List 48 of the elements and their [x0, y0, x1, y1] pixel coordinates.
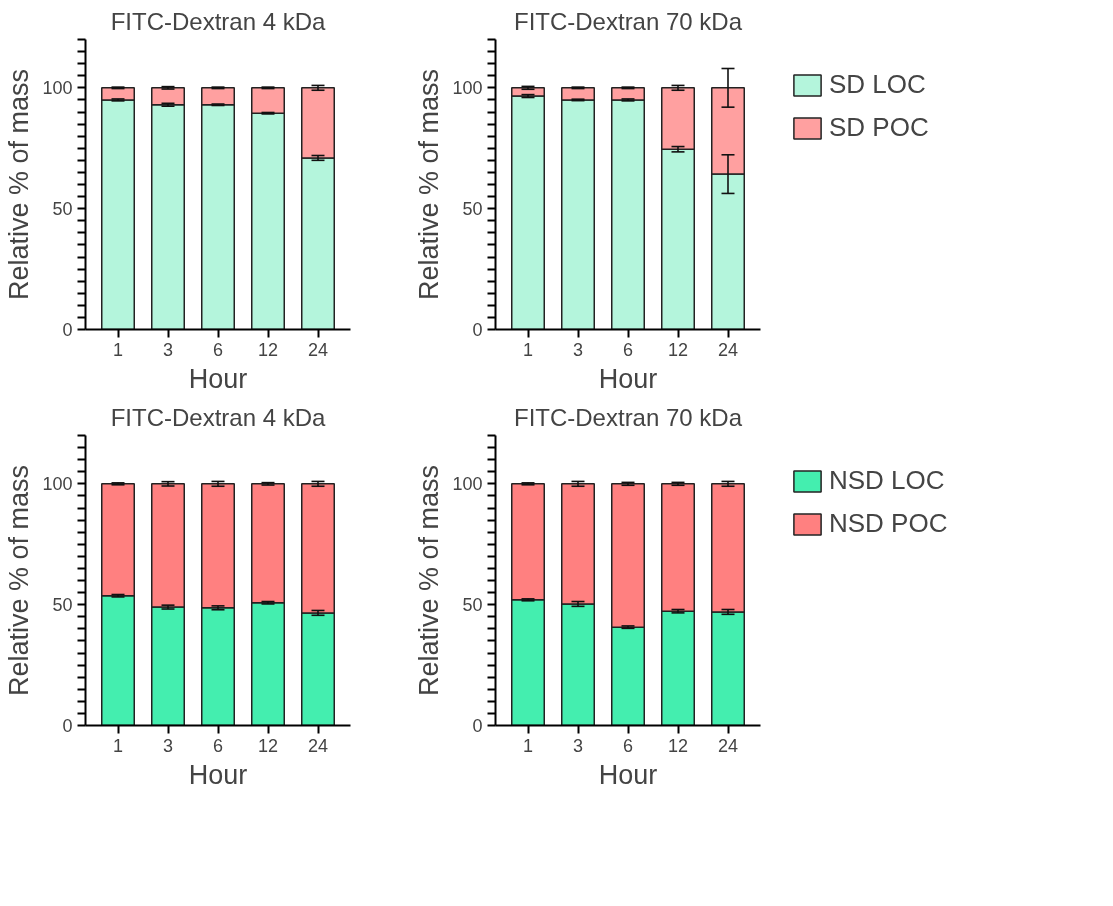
x-tick-label: 6	[622, 339, 634, 360]
x-tick-label: 6	[622, 735, 634, 756]
x-tick-label: 1	[112, 339, 124, 360]
y-tick-label: 50	[52, 199, 73, 220]
y-tick-label: 0	[62, 716, 73, 736]
x-tick-label: 24	[717, 339, 739, 360]
y-tick-label: 100	[452, 474, 483, 495]
y-tick-label: 0	[472, 320, 483, 340]
legend-label: NSD LOC	[829, 465, 945, 496]
chart-title: FITC-Dextran 70 kDa	[513, 403, 743, 431]
legend-label: SD POC	[829, 112, 929, 143]
y-tick-label: 100	[42, 474, 73, 495]
y-tick-label: 50	[52, 595, 73, 616]
y-axis-title: Relative % of mass	[4, 464, 35, 697]
x-tick-label: 12	[667, 339, 689, 360]
x-tick-label: 1	[112, 735, 124, 756]
legend-label: NSD POC	[829, 508, 948, 539]
x-tick-label: 12	[257, 735, 279, 756]
y-tick-label: 100	[452, 78, 483, 99]
x-tick-label: 12	[667, 735, 689, 756]
chart-title: FITC-Dextran 4 kDa	[110, 7, 327, 35]
x-tick-label: 24	[717, 735, 739, 756]
x-tick-label: 3	[572, 735, 584, 756]
x-tick-label: 24	[307, 735, 329, 756]
y-tick-label: 0	[472, 716, 483, 736]
x-tick-label: 6	[212, 339, 224, 360]
y-axis-title: Relative % of mass	[414, 464, 445, 697]
y-axis-title: Relative % of mass	[4, 68, 35, 301]
x-axis-title: Hour	[598, 363, 658, 394]
x-tick-label: 6	[212, 735, 224, 756]
x-tick-label: 24	[307, 339, 329, 360]
x-tick-label: 3	[162, 339, 174, 360]
y-tick-label: 0	[62, 320, 73, 340]
x-tick-label: 3	[162, 735, 174, 756]
x-axis-title: Hour	[598, 759, 658, 790]
x-tick-label: 3	[572, 339, 584, 360]
legend-label: SD LOC	[829, 69, 926, 100]
x-tick-label: 1	[522, 339, 534, 360]
x-axis-title: Hour	[188, 759, 248, 790]
chart-title: FITC-Dextran 4 kDa	[110, 403, 327, 431]
y-tick-label: 50	[462, 199, 483, 220]
x-tick-label: 1	[522, 735, 534, 756]
chart-title: FITC-Dextran 70 kDa	[513, 7, 743, 35]
x-axis-title: Hour	[188, 363, 248, 394]
x-tick-label: 12	[257, 339, 279, 360]
y-tick-label: 50	[462, 595, 483, 616]
y-axis-title: Relative % of mass	[414, 68, 445, 301]
y-tick-label: 100	[42, 78, 73, 99]
